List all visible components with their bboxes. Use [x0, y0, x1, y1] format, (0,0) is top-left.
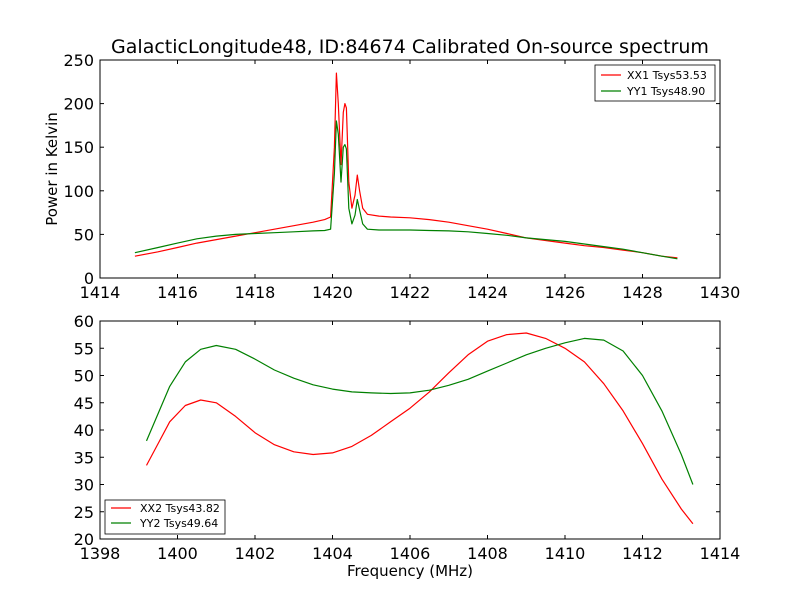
y-tick-label: 30 — [74, 476, 94, 495]
y-tick-label: 50 — [74, 225, 94, 244]
legend-label-xx1: XX1 Tsys53.53 — [627, 69, 707, 82]
x-tick-label: 1422 — [390, 283, 431, 302]
x-tick-label: 1412 — [622, 544, 663, 563]
x-tick-label: 1408 — [467, 544, 508, 563]
x-tick-label: 1400 — [157, 544, 198, 563]
y-tick-label: 150 — [63, 138, 94, 157]
y-tick-label: 45 — [74, 394, 94, 413]
top-chart: GalacticLongitude48, ID:84674 Calibrated… — [43, 36, 740, 302]
series-line-1 — [134, 120, 678, 260]
legend-label-yy1: YY1 Tsys48.90 — [626, 85, 705, 98]
y-tick-label: 55 — [74, 339, 94, 358]
y-tick-label: 20 — [74, 530, 94, 549]
chart-title: GalacticLongitude48, ID:84674 Calibrated… — [111, 36, 709, 58]
legend-box — [104, 499, 226, 535]
bottom-chart: Frequency (MHz) 1398 1400 1402 1404 1406 1408… — [74, 312, 741, 580]
series-line-0 — [134, 72, 678, 259]
series-line-0 — [145, 332, 694, 525]
x-tick-label: 1416 — [157, 283, 198, 302]
x-tick-label: 1424 — [467, 283, 508, 302]
y-tick-label: 200 — [63, 95, 94, 114]
x-tick-label: 1418 — [235, 283, 276, 302]
bottom-plot-area: 1398 1400 1402 1404 1406 1408 1410 1412 1414 20 25… — [74, 312, 741, 563]
y-tick-label: 0 — [84, 269, 94, 288]
y-axis-label: Power in Kelvin — [43, 112, 61, 226]
legend-label-xx2: XX2 Tsys43.82 — [140, 502, 220, 515]
y-tick-label: 250 — [63, 51, 94, 70]
x-tick-label: 1398 — [80, 544, 121, 563]
y-tick-label: 60 — [74, 312, 94, 331]
x-tick-label: 1414 — [80, 283, 121, 302]
x-axis-label: Frequency (MHz) — [347, 562, 473, 580]
x-tick-label: 1414 — [700, 544, 741, 563]
top-plot-area: 1414 1416 1418 1420 1422 1424 1426 1428 1430 0 50 1… — [63, 51, 740, 302]
x-tick-label: 1430 — [700, 283, 741, 302]
x-tick-label: 1420 — [312, 283, 353, 302]
y-tick-label: 50 — [74, 367, 94, 386]
x-tick-label: 1428 — [622, 283, 663, 302]
series-line-1 — [145, 337, 694, 485]
x-tick-label: 1410 — [545, 544, 586, 563]
x-tick-label: 1406 — [390, 544, 431, 563]
legend-label-yy2: YY2 Tsys49.64 — [139, 517, 218, 530]
x-tick-label: 1404 — [312, 544, 353, 563]
y-tick-label: 40 — [74, 421, 94, 440]
y-tick-label: 35 — [74, 448, 94, 467]
y-tick-label: 25 — [74, 503, 94, 522]
x-tick-label: 1426 — [545, 283, 586, 302]
bottom-legend: XX2 Tsys43.82 YY2 Tsys49.64 — [104, 499, 226, 535]
x-tick-label: 1402 — [235, 544, 276, 563]
top-legend: XX1 Tsys53.53 YY1 Tsys48.90 — [594, 64, 716, 102]
y-tick-label: 100 — [63, 182, 94, 201]
legend-box — [594, 64, 716, 102]
